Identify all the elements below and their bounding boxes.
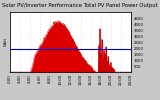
- Text: Solar PV/Inverter Performance Total PV Panel Power Output: Solar PV/Inverter Performance Total PV P…: [2, 3, 158, 8]
- Y-axis label: Watt: Watt: [4, 38, 8, 46]
